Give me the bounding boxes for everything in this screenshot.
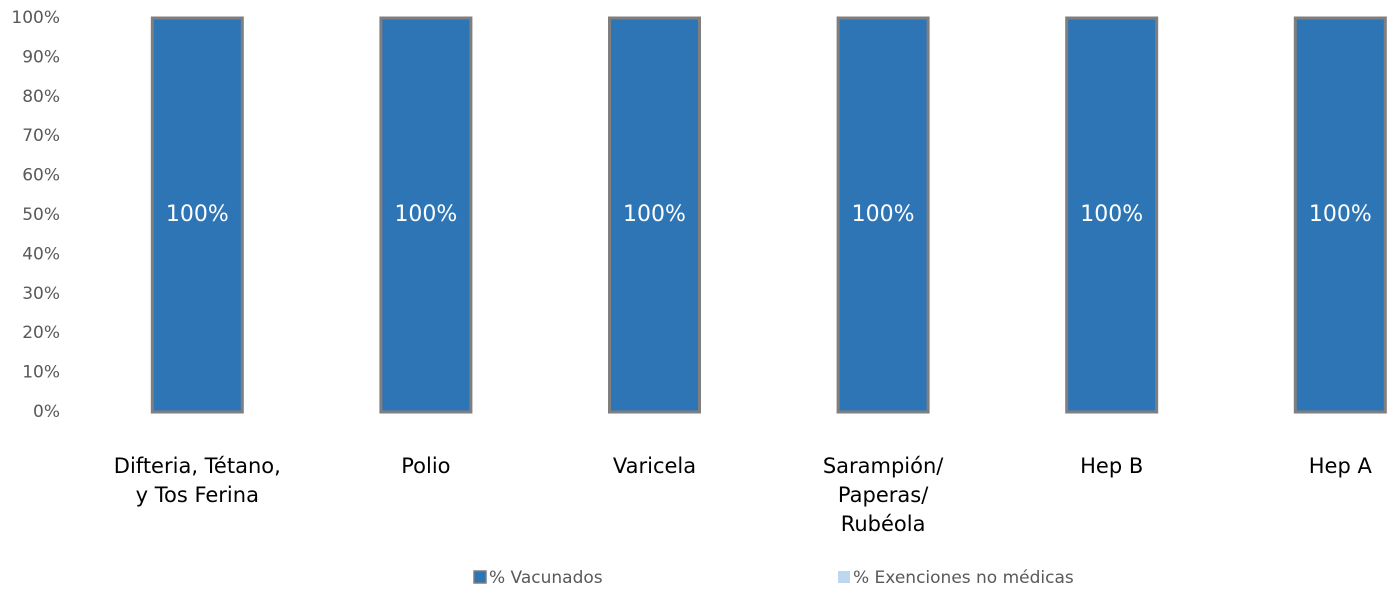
data-label: 100% — [1309, 202, 1372, 227]
y-tick-label: 30% — [22, 284, 60, 304]
y-tick-label: 40% — [22, 244, 60, 264]
y-tick-label: 50% — [22, 205, 60, 225]
x-tick-label: Polio — [401, 454, 451, 478]
bar-segment — [150, 16, 244, 414]
y-tick-label: 70% — [22, 126, 60, 146]
bar-segment — [608, 16, 701, 414]
x-tick-label: Hep B — [1080, 454, 1144, 478]
data-label: 100% — [623, 202, 686, 227]
x-tick-label: Sarampión/ Paperas/ Rubéola — [822, 454, 944, 536]
y-tick-label: 100% — [11, 8, 60, 28]
legend-swatch — [473, 570, 487, 584]
x-tick-label: Hep A — [1308, 454, 1372, 478]
bar-segment — [379, 16, 473, 414]
y-tick-label: 60% — [22, 166, 60, 186]
y-tick-label: 20% — [22, 323, 60, 343]
legend-label: % Exenciones no médicas — [853, 568, 1074, 588]
y-tick-label: 10% — [22, 363, 60, 383]
legend-swatch — [838, 571, 850, 583]
legend-label: % Vacunados — [489, 568, 603, 588]
data-label: 100% — [852, 202, 915, 227]
x-tick-label: Difteria, Tétano, y Tos Ferina — [113, 454, 281, 507]
data-label: 100% — [1080, 202, 1143, 227]
bar-segment — [1065, 16, 1159, 414]
data-label: 100% — [166, 202, 229, 227]
data-label: 100% — [394, 202, 457, 227]
y-tick-label: 80% — [22, 87, 60, 107]
y-tick-label: 90% — [22, 47, 60, 67]
bar-segment — [1293, 16, 1387, 414]
x-tick-label: Varicela — [612, 454, 697, 478]
bar-segment — [836, 16, 930, 414]
y-tick-label: 0% — [33, 402, 60, 422]
